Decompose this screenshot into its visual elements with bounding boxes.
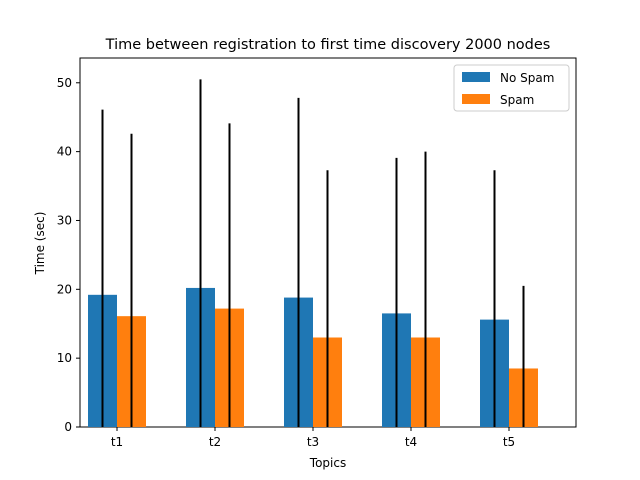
y-tick-label-50: 50: [57, 76, 72, 90]
x-axis: t1 t2 t3 t4 t5: [111, 427, 515, 449]
x-tick-label-t2: t2: [209, 435, 221, 449]
x-tick-label-t4: t4: [405, 435, 417, 449]
x-tick-label-t3: t3: [307, 435, 319, 449]
chart-title: Time between registration to first time …: [105, 37, 551, 53]
y-tick-label-20: 20: [57, 282, 72, 296]
legend-swatch-no-spam: [462, 72, 490, 82]
legend-label-spam: Spam: [500, 93, 534, 107]
bars-group: [88, 287, 538, 427]
y-tick-label-10: 10: [57, 351, 72, 365]
y-tick-label-40: 40: [57, 145, 72, 159]
legend: No Spam Spam: [453, 64, 570, 112]
legend-label-no-spam: No Spam: [500, 71, 554, 85]
y-tick-label-30: 30: [57, 213, 72, 227]
x-tick-label-t5: t5: [503, 435, 515, 449]
legend-swatch-spam: [462, 94, 490, 104]
x-axis-label: Topics: [309, 456, 346, 470]
y-axis-label: Time (sec): [33, 212, 47, 276]
x-tick-label-t1: t1: [111, 435, 123, 449]
y-tick-label-0: 0: [64, 420, 72, 434]
error-bars-group: [101, 79, 525, 427]
y-axis: 0 10 20 30 40 50: [57, 76, 80, 434]
